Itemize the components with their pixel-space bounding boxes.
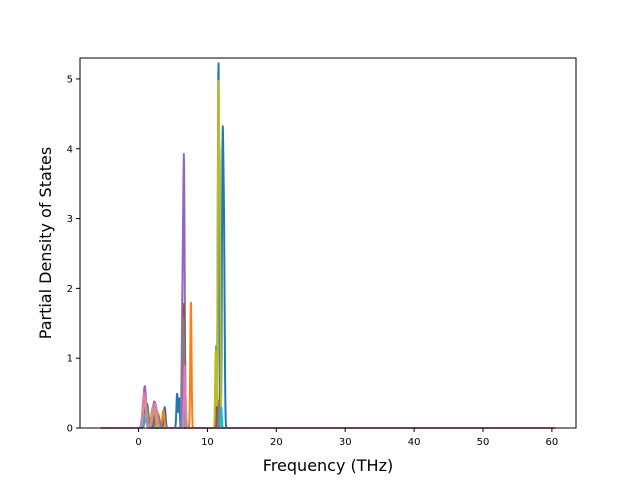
plot-frame: [79, 57, 577, 429]
x-tick-label: 10: [201, 437, 214, 448]
x-tick-label: 0: [135, 437, 141, 448]
y-tick-label: 2: [67, 284, 73, 295]
x-tick-label: 30: [339, 437, 352, 448]
y-tick-label: 5: [67, 74, 73, 85]
x-ticks: 0 10 20 30 40 50 60: [135, 428, 558, 448]
x-tick-label: 50: [477, 437, 490, 448]
y-axis-label: Partial Density of States: [36, 147, 55, 339]
y-tick-label: 0: [67, 424, 73, 435]
y-tick-label: 3: [67, 214, 73, 225]
x-tick-label: 60: [546, 437, 559, 448]
x-tick-label: 40: [408, 437, 421, 448]
x-axis-label: Frequency (THz): [263, 456, 393, 475]
y-tick-label: 4: [67, 144, 73, 155]
y-ticks: 0 1 2 3 4 5: [67, 74, 80, 435]
y-tick-label: 1: [67, 354, 73, 365]
x-tick-label: 20: [270, 437, 283, 448]
